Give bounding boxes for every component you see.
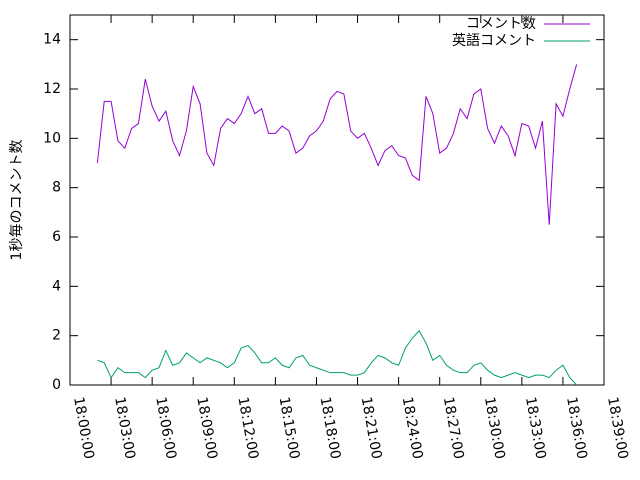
legend-label: コメント数 [466, 16, 536, 32]
y-tick-label: 8 [52, 180, 61, 196]
y-tick-label: 6 [52, 229, 61, 245]
y-tick-label: 4 [52, 278, 61, 294]
series-line [97, 329, 577, 386]
plot-border [69, 14, 605, 386]
y-axis-label: 1秒毎のコメント数 [9, 140, 25, 261]
y-tick-label: 2 [52, 328, 61, 344]
y-tick-label: 12 [43, 81, 61, 97]
y-tick-label: 10 [43, 130, 61, 146]
y-tick-label: 14 [43, 32, 61, 48]
y-tick-label: 0 [52, 377, 61, 393]
legend-label: 英語コメント [452, 32, 536, 49]
series-line [96, 64, 578, 225]
